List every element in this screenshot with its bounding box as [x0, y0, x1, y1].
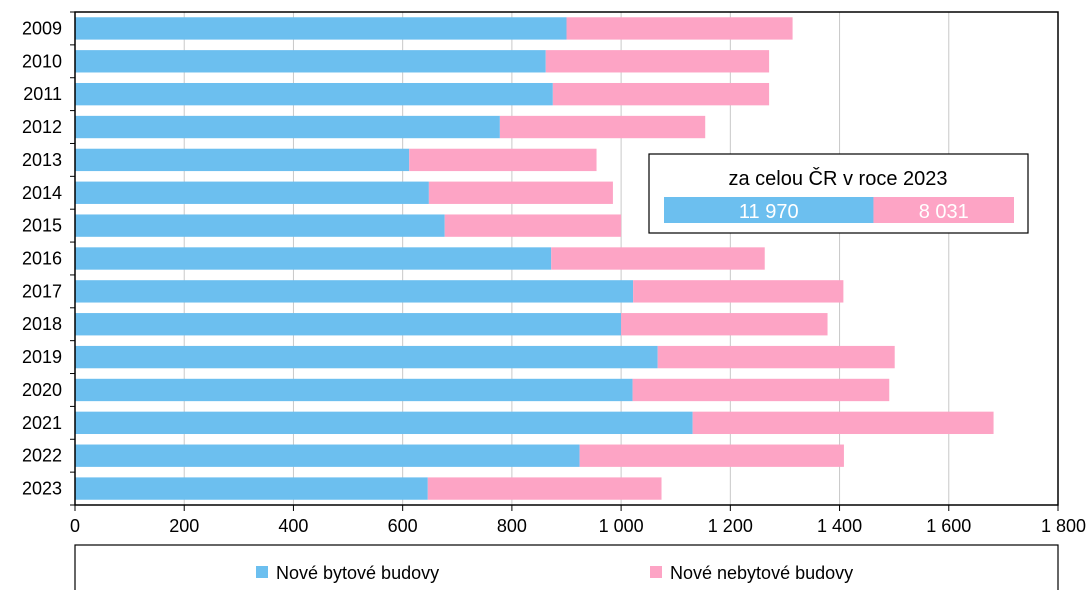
bar-residential-2009 — [75, 17, 567, 40]
x-tick-label: 1 600 — [926, 516, 971, 536]
legend: Nové bytové budovy Nové nebytové budovy — [74, 544, 1059, 590]
bar-nonresidential-2012 — [499, 115, 706, 139]
x-axis-tick-labels: 0 200 400 600 800 1 000 1 200 1 400 1 600 1 800 — [70, 505, 1086, 536]
y-tick-label: 2023 — [22, 479, 62, 499]
x-tick-label: 800 — [497, 516, 527, 536]
inset-bar-nonresidential — [873, 197, 1014, 223]
legend-swatch-residential — [256, 566, 268, 578]
x-tick-label: 200 — [169, 516, 199, 536]
bar-nonresidential-2014 — [428, 181, 613, 204]
bar-residential-2010 — [75, 50, 546, 73]
y-tick-label: 2017 — [22, 281, 62, 301]
inset-value-residential: 11 970 — [739, 201, 799, 223]
inset-value-nonresidential: 8 031 — [919, 201, 969, 223]
y-tick-label: 2020 — [22, 380, 62, 400]
bar-residential-2017 — [75, 280, 634, 303]
bar-nonresidential-2018 — [621, 313, 828, 336]
bar-residential-2023 — [75, 477, 428, 500]
bar-residential-2012 — [75, 115, 500, 139]
x-tick-label: 1 000 — [599, 516, 644, 536]
bar-nonresidential-2019 — [657, 345, 895, 369]
y-tick-label: 2018 — [22, 314, 62, 334]
y-tick-label: 2014 — [22, 183, 62, 203]
legend-label-residential: Nové bytové budovy — [276, 563, 439, 583]
bar-residential-2013 — [75, 148, 410, 172]
x-tick-label: 600 — [388, 516, 418, 536]
x-tick-label: 1 200 — [708, 516, 753, 536]
bar-nonresidential-2021 — [692, 411, 994, 435]
bar-residential-2019 — [75, 345, 658, 369]
x-tick-label: 1 400 — [817, 516, 862, 536]
bar-residential-2011 — [75, 82, 553, 106]
x-tick-label: 400 — [278, 516, 308, 536]
y-tick-label: 2016 — [22, 249, 62, 269]
bar-residential-2020 — [75, 378, 633, 402]
bar-nonresidential-2016 — [551, 247, 765, 270]
bar-nonresidential-2011 — [552, 82, 770, 106]
inset-title: za celou ČR v roce 2023 — [728, 167, 947, 190]
bar-nonresidential-2009 — [566, 17, 793, 40]
bar-nonresidential-2020 — [632, 378, 890, 402]
plot-frame — [74, 11, 1059, 506]
y-tick-label: 2021 — [22, 413, 62, 433]
legend-swatch-nonresidential — [650, 566, 662, 578]
bar-nonresidential-2022 — [579, 444, 844, 467]
bar-residential-2014 — [75, 181, 429, 204]
bar-residential-2022 — [75, 444, 580, 467]
bar-nonresidential-2017 — [633, 280, 844, 303]
bar-residential-2018 — [75, 313, 622, 336]
bar-residential-2016 — [75, 247, 552, 270]
bar-nonresidential-2013 — [409, 148, 597, 172]
bar-nonresidential-2010 — [545, 50, 770, 73]
y-tick-label: 2010 — [22, 51, 62, 71]
x-tick-label: 1 800 — [1041, 516, 1086, 536]
y-tick-label: 2022 — [22, 446, 62, 466]
y-tick-label: 2015 — [22, 216, 62, 236]
y-tick-label: 2013 — [22, 150, 62, 170]
bars-group — [75, 17, 994, 500]
y-tick-label: 2019 — [22, 347, 62, 367]
y-axis-tick-labels: 2009 2010 2011 2012 2013 2014 2015 2016 2017 2018… — [22, 11, 75, 506]
bar-residential-2015 — [75, 214, 445, 237]
y-tick-label: 2009 — [22, 18, 62, 38]
y-tick-label: 2011 — [23, 84, 62, 104]
bar-nonresidential-2015 — [444, 214, 622, 237]
bar-residential-2021 — [75, 411, 693, 435]
legend-label-nonresidential: Nové nebytové budovy — [670, 563, 853, 583]
inset-bar-residential — [664, 197, 874, 223]
y-tick-label: 2012 — [22, 117, 62, 137]
bar-nonresidential-2023 — [427, 477, 662, 500]
inset-box: za celou ČR v roce 2023 11 970 8 031 — [648, 153, 1029, 234]
x-tick-label: 0 — [70, 516, 80, 536]
